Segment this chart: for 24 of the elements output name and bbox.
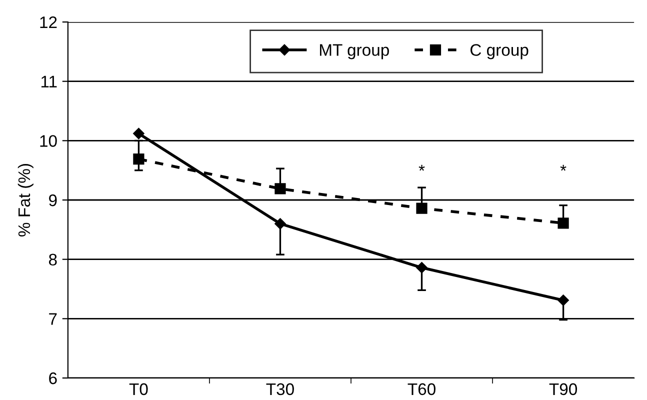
point (558, 218, 569, 229)
point (133, 154, 144, 165)
y-tick-label: 8 (48, 254, 57, 266)
annotation: * (418, 164, 425, 171)
y-tick-label: 9 (49, 194, 57, 206)
x-tick-label: T0 (129, 383, 148, 396)
point (416, 262, 428, 274)
point (274, 183, 286, 194)
point (274, 218, 286, 230)
annotation: * (560, 164, 566, 171)
x-tick-label: T90 (549, 383, 578, 396)
legend-label: MT group (320, 44, 389, 60)
point (416, 202, 428, 214)
y-tick-label: 10 (40, 135, 57, 147)
point (133, 128, 144, 140)
x-tick-label: T30 (266, 383, 294, 396)
y-tick-label: 12 (40, 16, 57, 28)
y-tick-label: 11 (41, 76, 57, 88)
legend-label: C group (470, 44, 528, 60)
y-tick-label: 7 (49, 313, 57, 325)
y-tick-label: 6 (49, 372, 57, 384)
point (558, 294, 569, 306)
y-axis-title: % Fat (%) (18, 164, 34, 236)
x-tick-label: T60 (408, 383, 436, 396)
